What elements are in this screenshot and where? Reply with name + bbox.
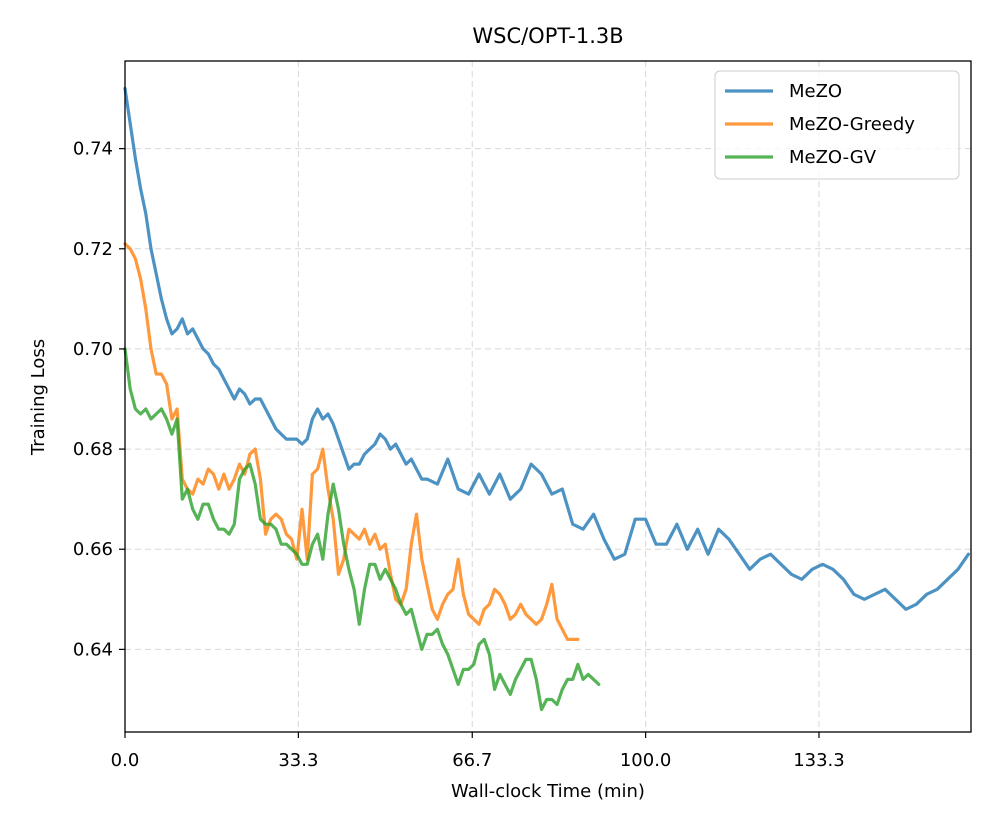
x-tick-label: 133.3 bbox=[793, 750, 845, 771]
y-axis-ticks: 0.64 0.66 0.68 0.70 0.72 0.74 bbox=[73, 139, 125, 660]
x-axis-ticks: 0.0 33.3 66.7 100.0 133.3 bbox=[111, 732, 845, 771]
legend-label-mezo-greedy: MeZO-Greedy bbox=[789, 114, 915, 135]
series-line-mezo-gv bbox=[123, 347, 601, 712]
x-tick-label: 0.0 bbox=[111, 750, 140, 771]
y-tick-label: 0.64 bbox=[73, 639, 113, 660]
legend-label-mezo-gv: MeZO-GV bbox=[789, 147, 877, 168]
x-axis-title: Wall-clock Time (min) bbox=[451, 781, 645, 802]
y-tick-label: 0.74 bbox=[73, 139, 113, 160]
x-tick-label: 100.0 bbox=[620, 750, 672, 771]
legend-box bbox=[714, 70, 960, 180]
y-tick-label: 0.72 bbox=[73, 239, 113, 260]
legend-label-mezo: MeZO bbox=[789, 81, 842, 102]
chart-title: WSC/OPT-1.3B bbox=[472, 24, 623, 48]
legend: MeZO MeZO-Greedy MeZO-GV bbox=[714, 70, 960, 180]
series-line-mezo-greedy bbox=[123, 242, 580, 642]
series-line-mezo bbox=[123, 86, 971, 611]
y-axis-title: Training Loss bbox=[28, 339, 49, 456]
y-tick-label: 0.68 bbox=[73, 439, 113, 460]
y-tick-label: 0.66 bbox=[73, 539, 113, 560]
plot-frame bbox=[124, 60, 972, 733]
x-tick-label: 33.3 bbox=[278, 750, 318, 771]
y-tick-label: 0.70 bbox=[73, 339, 113, 360]
series-lines bbox=[123, 86, 971, 712]
x-tick-label: 66.7 bbox=[452, 750, 492, 771]
